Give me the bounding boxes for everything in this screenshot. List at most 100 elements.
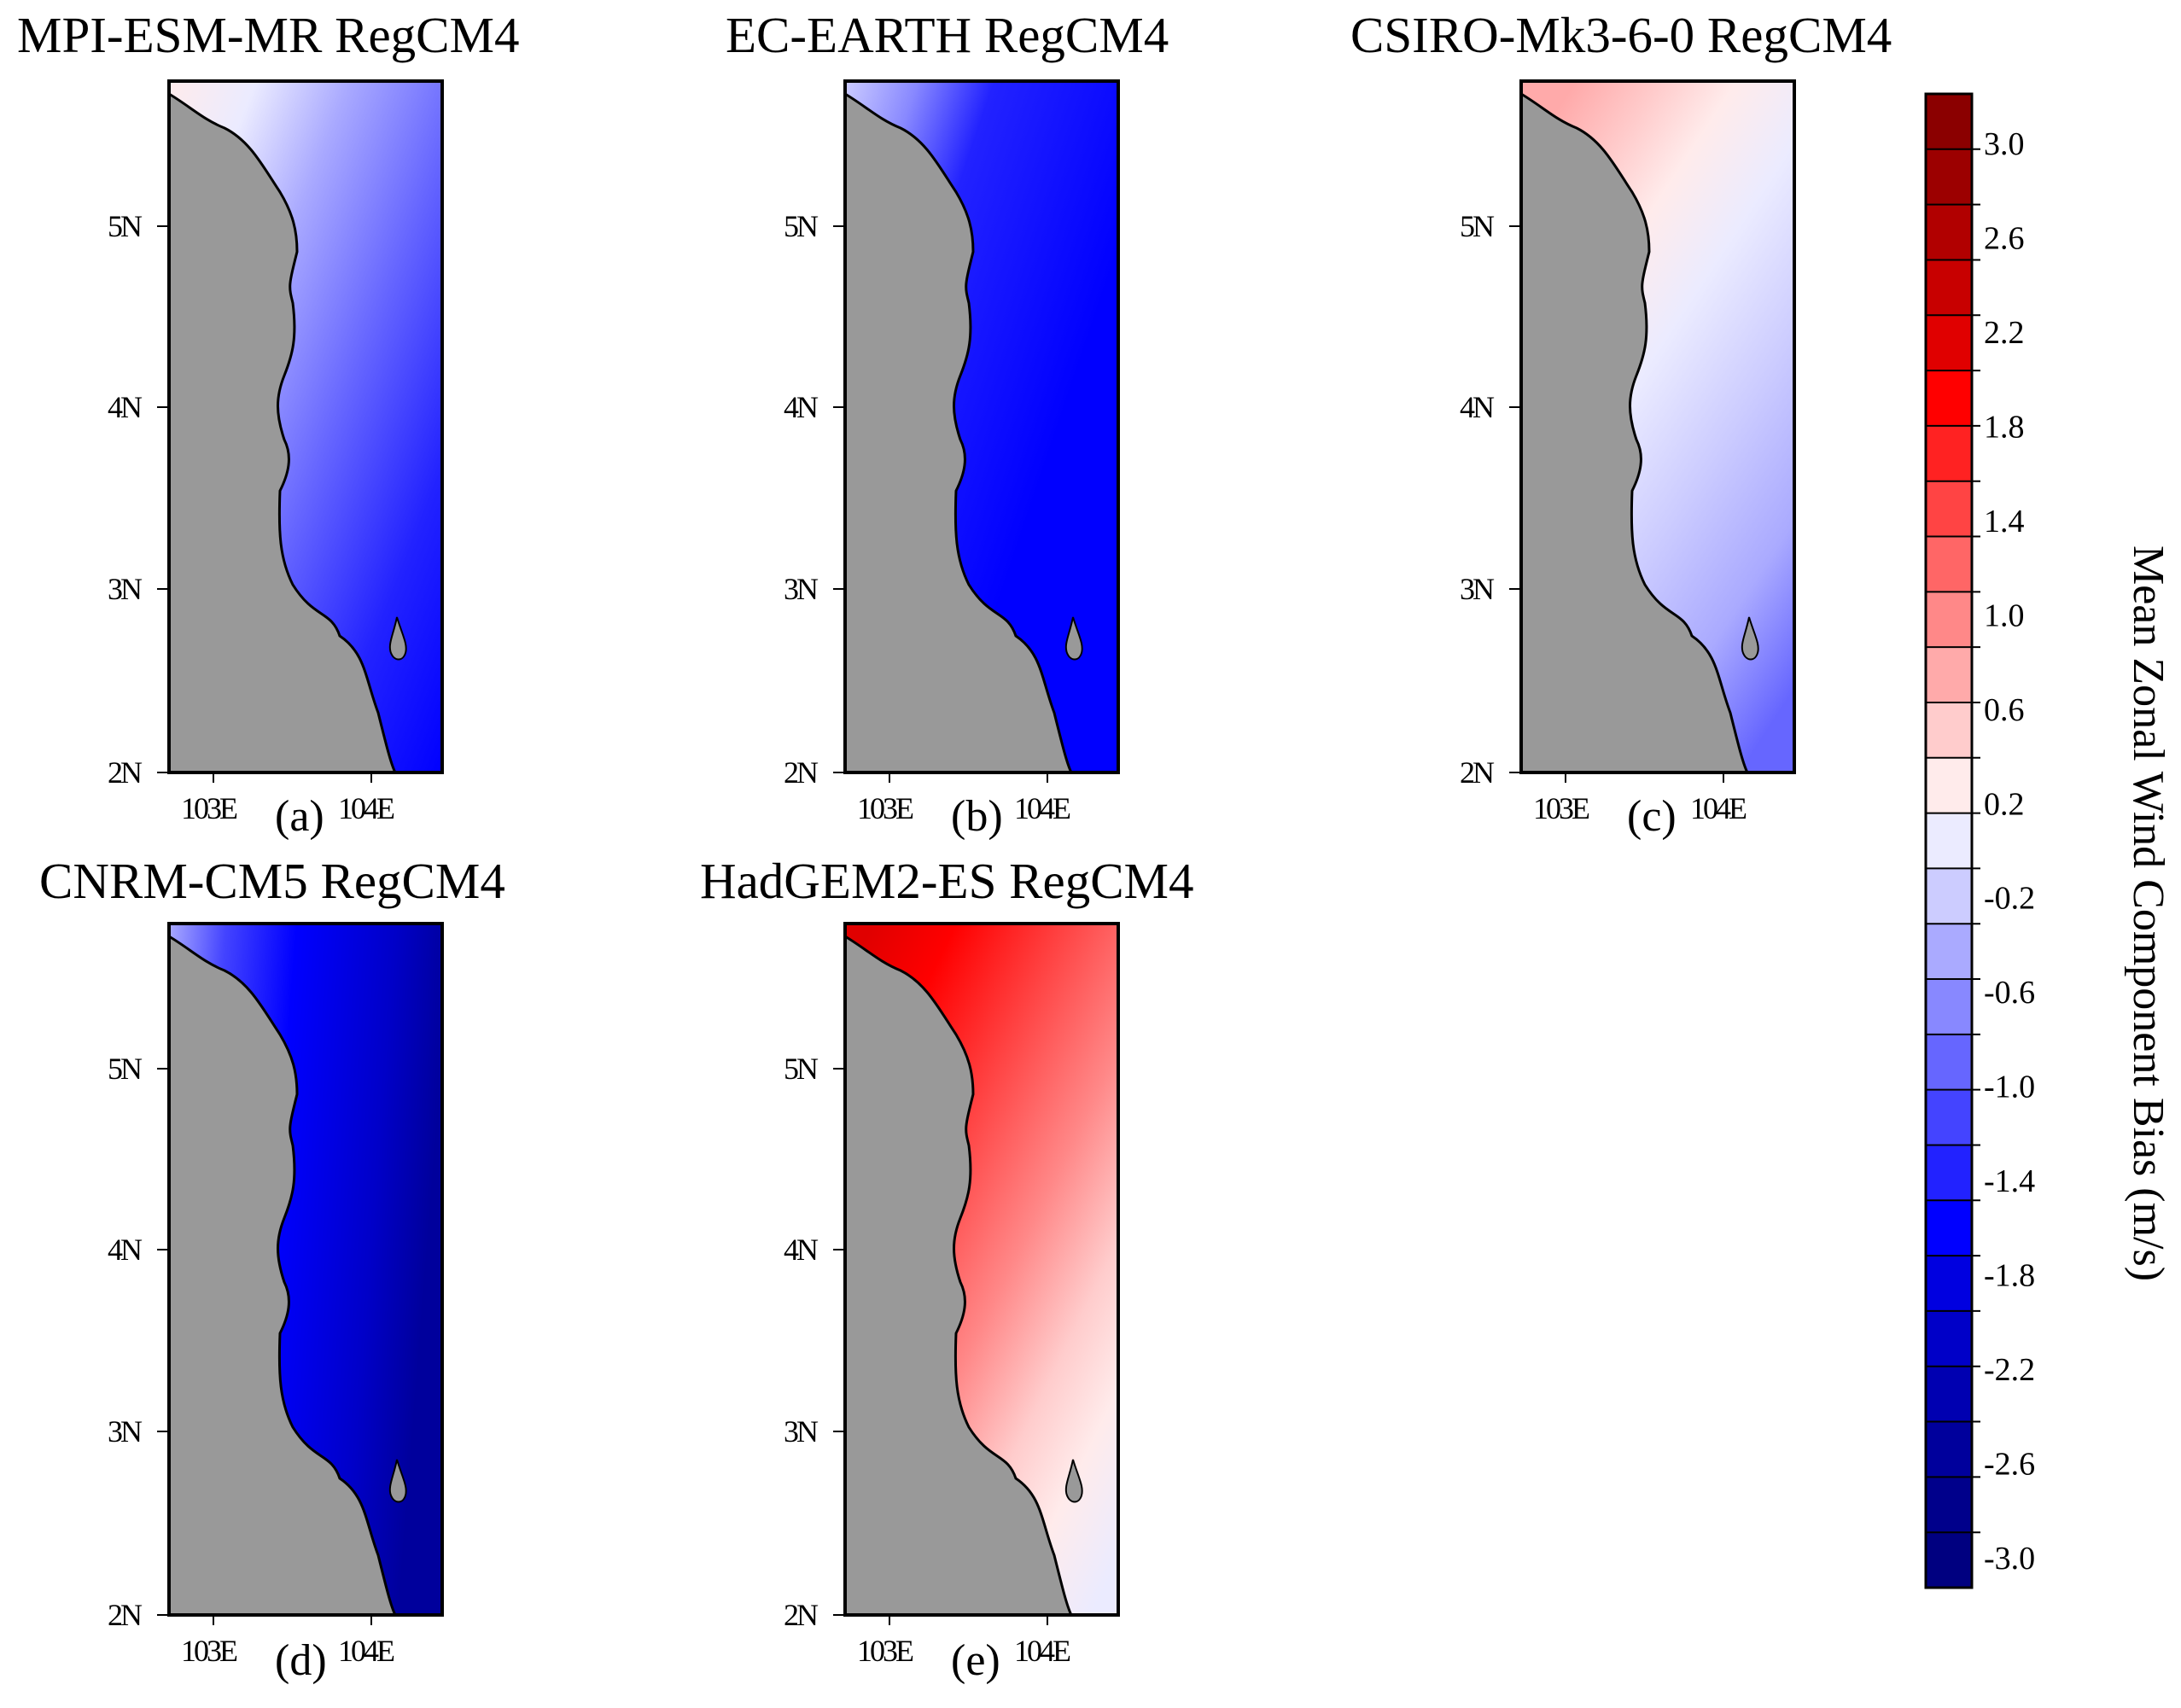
panel-c-ytick-4n: 4N [1460,390,1495,424]
colorbar-tick-label: -3.0 [1984,1541,2035,1577]
colorbar-swatch [1926,204,1972,261]
panel-e-y-axis: 5N 4N 3N 2N [784,1052,845,1632]
panel-a-ytick-4n: 4N [108,390,143,424]
colorbar-frame [1924,92,1974,1589]
colorbar-swatch [1926,149,1972,206]
colorbar-swatch [1926,1310,1972,1367]
panel-d-y-axis: 5N 4N 3N 2N [108,1052,169,1632]
colorbar-tick-label: -2.6 [1984,1447,2035,1483]
colorbar-tick-label: -1.0 [1984,1070,2035,1105]
colorbar-tick-label: 0.2 [1984,786,2025,822]
colorbar-swatch [1926,315,1972,371]
panel-c-frame [1519,79,1796,774]
panel-d-ytick-2n: 2N [108,1598,143,1632]
panel-b-title: EC-EARTH RegCM4 [726,7,1169,63]
colorbar-tick-label: -1.4 [1984,1163,2035,1199]
panel-e-label: (e) [951,1636,1000,1685]
panel-b-ytick-4n: 4N [784,390,819,424]
colorbar-swatch [1926,481,1972,538]
colorbar-swatch [1926,868,1972,924]
colorbar-tick-label: 3.0 [1984,126,2025,162]
panel-d-ytick-3n: 3N [108,1414,143,1449]
colorbar-swatch [1926,592,1972,648]
panel-b-x-axis: 103E 104E [857,772,1073,825]
panel-c-ytick-2n: 2N [1460,755,1495,790]
panel-b-ytick-3n: 3N [784,572,819,606]
panel-d: CNRM-CM5 RegCM4 5N 4N 3N 2N 103E 104E (d… [39,853,505,1685]
panel-c-label: (c) [1627,792,1677,841]
panel-a-x-axis: 103E 104E [181,772,397,825]
colorbar-swatch [1926,536,1972,592]
panel-a-ytick-5n: 5N [108,209,143,243]
panel-e-ytick-2n: 2N [784,1598,819,1632]
panel-b-ytick-2n: 2N [784,755,819,790]
colorbar-swatch [1926,259,1972,316]
panel-a-y-axis: 5N 4N 3N 2N [108,209,169,790]
colorbar-swatch [1926,94,1972,150]
panel-b-frame [843,79,1120,774]
colorbar-tick-label: -2.2 [1984,1352,2035,1388]
panel-c-x-axis: 103E 104E [1533,772,1749,825]
colorbar-swatch [1926,1089,1972,1146]
panel-e-x-axis: 103E 104E [857,1615,1073,1668]
panel-a-ytick-2n: 2N [108,755,143,790]
colorbar-labels: 3.0 2.6 2.2 1.8 1.4 1.0 0.6 0.2 -0.2 -0.6 -1.0 -1.4… [1984,126,2035,1577]
panel-d-ytick-5n: 5N [108,1052,143,1086]
colorbar-swatches [1926,94,1980,1588]
colorbar-swatch [1926,1200,1972,1256]
panel-c-xtick-103e: 103E [1533,791,1589,825]
panel-b-xtick-104e: 104E [1014,791,1070,825]
colorbar-tick-label: 0.6 [1984,692,2025,728]
panel-e-ytick-3n: 3N [784,1414,819,1449]
panel-b: EC-EARTH RegCM4 5N 4N 3N 2N 103E 104E (b… [726,7,1169,841]
colorbar-tick-label: -0.2 [1984,881,2035,917]
panel-e-frame [843,922,1120,1617]
panel-c: CSIRO-Mk3-6-0 RegCM4 5N 4N 3N 2N 103E 10… [1350,7,1892,841]
colorbar: 3.0 2.6 2.2 1.8 1.4 1.0 0.6 0.2 -0.2 -0.6 -1.0 -1.4… [1924,92,2172,1589]
panel-d-title: CNRM-CM5 RegCM4 [39,853,505,909]
colorbar-swatch [1926,757,1972,814]
colorbar-swatch [1926,813,1972,869]
panel-a-ytick-3n: 3N [108,572,143,606]
panel-a: MPI-ESM-MR RegCM4 5N 4N 3N 2N 103E 104E … [17,7,519,841]
panel-a-label: (a) [275,792,324,841]
panel-e: HadGEM2-ES RegCM4 5N 4N 3N 2N 103E 104E … [700,853,1194,1685]
colorbar-swatch [1926,1256,1972,1312]
colorbar-swatch [1926,647,1972,703]
panel-d-x-axis: 103E 104E [181,1615,397,1668]
panel-d-xtick-103e: 103E [181,1634,237,1668]
panel-d-ytick-4n: 4N [108,1233,143,1267]
colorbar-swatch [1926,1421,1972,1478]
panel-b-ytick-5n: 5N [784,209,819,243]
colorbar-tick-label: 1.4 [1984,504,2025,539]
colorbar-tick-label: 1.0 [1984,598,2025,633]
colorbar-tick-label: -1.8 [1984,1258,2035,1294]
colorbar-swatch [1926,1477,1972,1533]
panel-d-label: (d) [275,1636,327,1685]
colorbar-tick-label: 2.2 [1984,315,2025,351]
panel-d-frame [167,922,444,1617]
panel-a-xtick-104e: 104E [338,791,394,825]
panel-a-xtick-103e: 103E [181,791,237,825]
panel-a-frame [167,79,444,774]
colorbar-swatch [1926,425,1972,482]
colorbar-swatch [1926,1366,1972,1423]
panel-a-title: MPI-ESM-MR RegCM4 [17,7,519,63]
panel-e-ytick-5n: 5N [784,1052,819,1086]
colorbar-tick-label: 2.6 [1984,221,2025,257]
panel-e-title: HadGEM2-ES RegCM4 [700,853,1194,909]
panel-d-xtick-104e: 104E [338,1634,394,1668]
panel-c-y-axis: 5N 4N 3N 2N [1460,209,1521,790]
panel-c-xtick-104e: 104E [1690,791,1747,825]
colorbar-swatch [1926,1034,1972,1091]
panel-c-ytick-3n: 3N [1460,572,1495,606]
colorbar-tick-label: -0.6 [1984,975,2035,1011]
colorbar-swatch [1926,702,1972,759]
colorbar-tick-label: 1.8 [1984,409,2025,445]
colorbar-swatch [1926,979,1972,1035]
colorbar-swatch [1926,924,1972,980]
panel-c-title: CSIRO-Mk3-6-0 RegCM4 [1350,7,1892,63]
colorbar-title: Mean Zonal Wind Component Bias (m/s) [2124,545,2172,1281]
panel-e-xtick-104e: 104E [1014,1634,1070,1668]
